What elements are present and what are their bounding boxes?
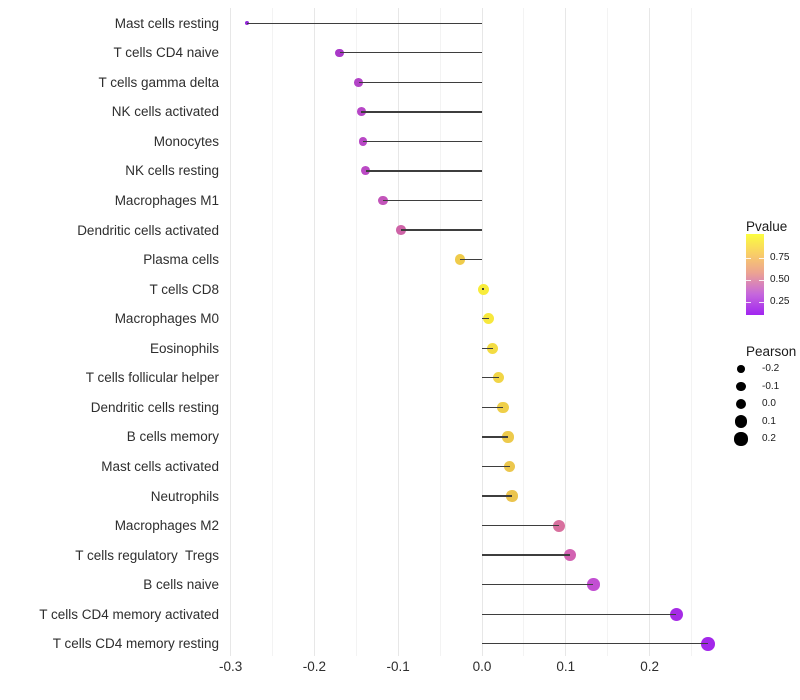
gridline-major bbox=[481, 8, 483, 656]
y-axis-label: T cells CD4 naive bbox=[113, 45, 219, 61]
pearson-legend-dot bbox=[737, 365, 745, 373]
pvalue-colorbar-tick bbox=[759, 280, 764, 281]
gridline-minor bbox=[439, 8, 441, 656]
y-axis-label: NK cells activated bbox=[111, 104, 219, 120]
lollipop-stick bbox=[482, 495, 513, 497]
y-axis-label: T cells CD4 memory resting bbox=[52, 636, 219, 652]
lollipop-point bbox=[502, 431, 514, 443]
lollipop-stick bbox=[460, 258, 482, 261]
gridline-major bbox=[230, 8, 232, 656]
gridline-minor bbox=[272, 8, 273, 656]
lollipop-stick bbox=[361, 111, 482, 113]
pearson-legend-dot bbox=[734, 415, 748, 428]
pearson-legend-dot bbox=[734, 432, 748, 446]
y-axis-label: Mast cells activated bbox=[101, 458, 219, 474]
lollipop-point bbox=[358, 136, 368, 146]
x-axis-tick-label: 0.0 bbox=[472, 659, 492, 674]
pvalue-legend-title: Pvalue bbox=[746, 219, 788, 234]
pvalue-tick-label: 0.25 bbox=[770, 296, 790, 307]
pvalue-tick-label: 0.75 bbox=[770, 252, 790, 263]
pvalue-tick-label: 0.50 bbox=[770, 274, 790, 285]
pvalue-colorbar-tick bbox=[759, 302, 764, 303]
y-axis-label: Monocytes bbox=[153, 133, 219, 149]
pearson-legend-label: -0.1 bbox=[762, 380, 780, 392]
lollipop-stick bbox=[482, 377, 499, 379]
lollipop-point bbox=[361, 166, 370, 176]
pvalue-colorbar-tick bbox=[746, 302, 751, 303]
x-axis-tick-label: 0.2 bbox=[640, 659, 659, 674]
lollipop-point bbox=[493, 372, 505, 384]
y-axis-label: Macrophages M2 bbox=[114, 518, 219, 534]
lollipop-stick bbox=[482, 613, 677, 615]
lollipop-stick bbox=[482, 318, 489, 320]
lollipop-point bbox=[378, 195, 388, 206]
gridline-minor bbox=[691, 8, 692, 656]
lollipop-stick bbox=[482, 347, 493, 349]
y-axis-label: Macrophages M0 bbox=[114, 311, 219, 327]
lollipop-point bbox=[354, 77, 364, 87]
lollipop-stick bbox=[247, 22, 482, 24]
pearson-legend-label: 0.1 bbox=[762, 415, 776, 427]
y-axis-label: B cells memory bbox=[126, 429, 219, 445]
x-axis-tick-label: -0.1 bbox=[386, 659, 410, 674]
lollipop-point bbox=[478, 283, 490, 295]
lollipop-point bbox=[497, 401, 509, 413]
gridline-major bbox=[397, 8, 399, 656]
x-axis-tick-label: 0.1 bbox=[556, 659, 576, 674]
y-axis-label: T cells regulatory Tregs bbox=[75, 547, 219, 563]
lollipop-stick bbox=[365, 170, 482, 172]
lollipop-stick bbox=[358, 81, 482, 83]
pearson-legend-dot bbox=[735, 398, 747, 410]
lollipop-stick bbox=[482, 524, 560, 527]
lollipop-point bbox=[335, 48, 344, 57]
y-axis-label: T cells CD8 bbox=[149, 281, 219, 297]
pearson-legend-label: 0.2 bbox=[762, 433, 776, 444]
lollipop-stick bbox=[383, 199, 482, 202]
y-axis-label: Macrophages M1 bbox=[114, 193, 219, 208]
pvalue-colorbar-tick bbox=[759, 258, 764, 259]
lollipop-point bbox=[506, 490, 518, 502]
y-axis-label: Dendritic cells activated bbox=[77, 222, 219, 238]
lollipop-point bbox=[669, 607, 684, 621]
y-axis-label: T cells follicular helper bbox=[85, 370, 219, 386]
gridline-major bbox=[649, 8, 651, 656]
y-axis-label: Dendritic cells resting bbox=[90, 399, 219, 415]
gridline-minor bbox=[607, 8, 609, 656]
y-axis-label: Mast cells resting bbox=[114, 15, 219, 31]
gridline-major bbox=[565, 8, 567, 656]
lollipop-stick bbox=[482, 583, 594, 586]
gridline-minor bbox=[355, 8, 357, 656]
lollipop-stick bbox=[482, 554, 570, 556]
y-axis-label: T cells gamma delta bbox=[98, 74, 219, 90]
gridline-minor bbox=[523, 8, 525, 656]
pearson-legend-dot bbox=[736, 381, 746, 392]
pearson-legend-title: Pearson bbox=[746, 344, 797, 359]
pvalue-colorbar bbox=[746, 234, 764, 315]
pvalue-colorbar-tick bbox=[746, 280, 751, 281]
y-axis-label: B cells naive bbox=[143, 577, 219, 593]
y-axis-label: T cells CD4 memory activated bbox=[39, 606, 219, 622]
y-axis-label: Eosinophils bbox=[149, 340, 219, 356]
lollipop-point bbox=[503, 460, 516, 473]
lollipop-stick bbox=[400, 229, 482, 231]
x-axis-tick-label: -0.3 bbox=[218, 659, 243, 674]
lollipop-point bbox=[454, 254, 466, 265]
y-axis-label: NK cells resting bbox=[125, 163, 219, 179]
lollipop-point bbox=[701, 636, 716, 651]
pearson-legend-label: -0.2 bbox=[762, 363, 780, 374]
y-axis-label: Neutrophils bbox=[150, 488, 219, 504]
lollipop-stick bbox=[482, 406, 503, 409]
gridline-major bbox=[313, 8, 315, 656]
lollipop-stick bbox=[482, 465, 510, 468]
y-axis-label: Plasma cells bbox=[143, 252, 219, 268]
pearson-legend-label: 0.0 bbox=[762, 398, 776, 409]
lollipop-stick bbox=[482, 643, 709, 645]
x-axis-tick-label: -0.2 bbox=[302, 659, 327, 674]
lollipop-stick bbox=[482, 436, 508, 438]
lollipop-stick bbox=[482, 288, 484, 290]
lollipop-stick bbox=[363, 140, 482, 143]
lollipop-stick bbox=[339, 52, 482, 54]
pvalue-colorbar-tick bbox=[746, 258, 751, 259]
